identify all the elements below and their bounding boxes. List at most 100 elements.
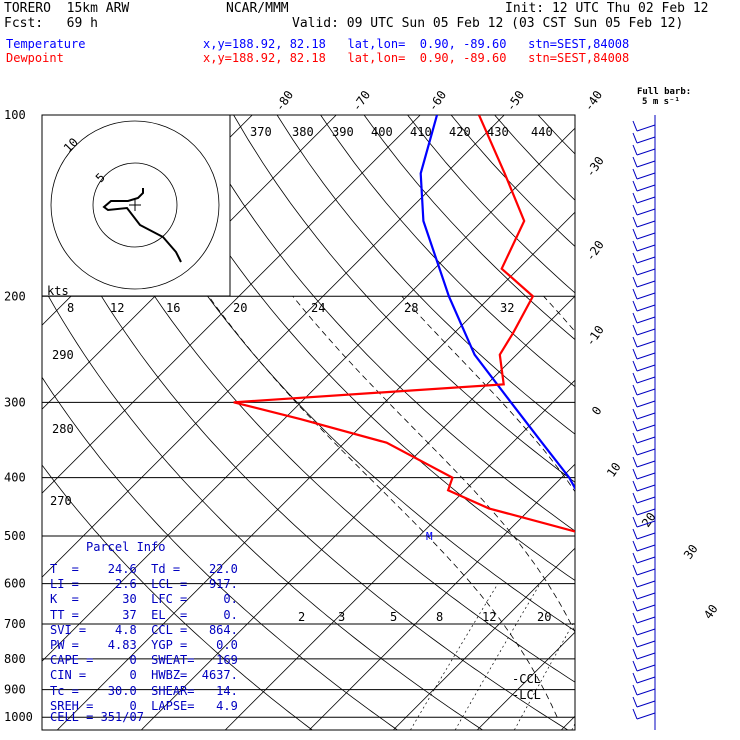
hodo-speed-tick-32: 32 <box>500 301 514 315</box>
wind-barb <box>636 244 656 252</box>
isotherm-label--60: -60 <box>425 88 449 114</box>
mixing-label-20: 20 <box>537 610 551 624</box>
dry-adiabat-390 <box>494 115 575 201</box>
wind-barb <box>636 568 656 576</box>
org-label: NCAR/MMM <box>226 1 289 16</box>
valid-time: Valid: 09 UTC Sun 05 Feb 12 (03 CST Sun … <box>292 16 684 31</box>
wind-barb-flag <box>632 204 638 216</box>
wind-barb-flag <box>632 120 638 132</box>
isotherm-label-30: 30 <box>681 542 701 562</box>
wind-barb-flag <box>632 660 638 672</box>
wind-barb <box>636 280 656 288</box>
isotherm-label--50: -50 <box>503 88 527 114</box>
ccl-annotation: -CCL <box>512 672 541 686</box>
theta-label-430: 430 <box>487 125 509 139</box>
wind-barb-flag <box>632 636 638 648</box>
pressure-label-500: 500 <box>4 529 26 543</box>
isotherm--20 <box>308 463 575 730</box>
wind-barb <box>636 124 656 132</box>
parcel-row-8: Tc = 30.0 SHEAR= 14. <box>50 683 238 698</box>
wind-barb-flag <box>632 564 638 576</box>
wind-barb-flag <box>632 336 638 348</box>
hodo-speed-tick-8: 8 <box>67 301 74 315</box>
wind-barb-flag <box>632 216 638 228</box>
mixing-ratio-2 <box>410 583 499 730</box>
wind-barb <box>636 268 656 276</box>
hodo-speed-tick-20: 20 <box>233 301 247 315</box>
parcel-marker-m: M <box>426 530 433 543</box>
wind-barb-flag <box>632 420 638 432</box>
wind-barb-flag <box>632 180 638 192</box>
dry-adiabat-310 <box>146 115 575 581</box>
hodo-speed-unit: kts <box>47 284 69 298</box>
dry-adiabat-340 <box>276 115 575 435</box>
wind-barb-flag <box>632 288 638 300</box>
wind-barb <box>636 580 656 588</box>
moist-adiabat-26 <box>543 296 575 333</box>
hodo-ring-5 <box>92 162 178 248</box>
dry-adiabat-360 <box>363 115 575 341</box>
mixing-ratio-3 <box>454 583 541 730</box>
wind-barb-flag <box>632 276 638 288</box>
dry-adiabat-370 <box>407 115 575 294</box>
moist-adiabat-20 <box>401 296 575 493</box>
wind-barb-flag <box>632 372 638 384</box>
theta-label-370: 370 <box>250 125 272 139</box>
hodo-ring-10 <box>50 120 220 290</box>
wind-barb <box>636 148 656 156</box>
wind-barb-flag <box>632 492 638 504</box>
wind-barb <box>636 160 656 168</box>
wind-barb <box>636 544 656 552</box>
pressure-label-700: 700 <box>4 617 26 631</box>
wind-barb-flag <box>632 588 638 600</box>
wind-barb <box>636 616 656 624</box>
wind-barb-flag <box>632 252 638 264</box>
theta-label-420: 420 <box>449 125 471 139</box>
wind-barb <box>636 136 656 144</box>
wind-barb <box>636 496 656 504</box>
wind-barb-flag <box>632 456 638 468</box>
wind-barb <box>636 448 656 456</box>
wind-barb <box>636 304 656 312</box>
dewpoint-profile <box>233 115 575 533</box>
theta-label-270: 270 <box>50 494 72 508</box>
isotherm-label-0: 0 <box>589 404 605 418</box>
dry-adiabat-270 <box>42 283 483 730</box>
wind-barb-flag <box>632 348 638 360</box>
isotherm--70 <box>42 115 505 578</box>
isotherm-label--30: -30 <box>583 154 607 180</box>
mixing-ratio-8 <box>571 722 575 730</box>
wind-barb-flag <box>632 552 638 564</box>
dry-adiabat-410 <box>582 115 740 730</box>
wind-barb-flag <box>632 144 638 156</box>
isotherm--90 <box>42 115 337 410</box>
isotherm--10 <box>392 547 575 730</box>
pressure-label-1000: 1000 <box>4 710 33 724</box>
hodo-speed-tick-24: 24 <box>311 301 325 315</box>
isotherm-20 <box>645 115 740 730</box>
pressure-label-300: 300 <box>4 395 26 409</box>
wind-barb-flag <box>632 312 638 324</box>
wind-barb <box>636 508 656 516</box>
mixing-label-3: 3 <box>338 610 345 624</box>
temperature-location: x,y=188.92, 82.18 lat,lon= 0.90, -89.60 … <box>203 37 630 51</box>
wind-barb-flag <box>632 504 638 516</box>
parcel-row-7: CIN = 0 HWBZ= 4637. <box>50 668 238 683</box>
wind-barb <box>636 628 656 636</box>
wind-barb <box>636 184 656 192</box>
model-label: TORERO 15km ARW <box>4 1 130 16</box>
wind-barb <box>636 592 656 600</box>
wind-barb-flag <box>632 612 638 624</box>
isotherm-30 <box>729 115 740 730</box>
isotherm--50 <box>56 211 575 730</box>
wind-barb-flag <box>632 396 638 408</box>
barb-legend-value: 5 m s⁻¹ <box>642 97 680 107</box>
barb-legend-title: Full barb: <box>637 87 692 97</box>
init-time: Init: 12 UTC Thu 02 Feb 12 <box>505 1 709 16</box>
moist-adiabat-32 <box>704 296 740 717</box>
wind-barb-flag <box>632 516 638 528</box>
isotherm--40 <box>140 295 575 730</box>
lcl-annotation: -LCL <box>512 688 541 702</box>
isotherm-label--10: -10 <box>583 323 607 349</box>
wind-barb-flag <box>632 264 638 276</box>
